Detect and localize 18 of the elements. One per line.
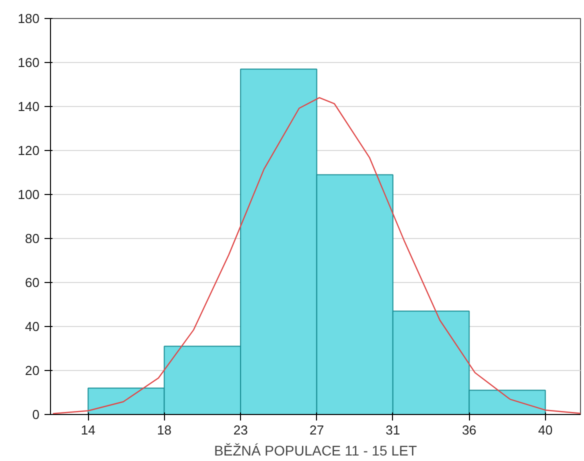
y-tick-label: 60	[25, 275, 40, 290]
x-tick-label: 27	[310, 422, 324, 438]
x-tick-label: 36	[462, 422, 476, 438]
y-tick-label: 140	[18, 99, 40, 114]
x-tick-label: 40	[538, 422, 553, 438]
y-tick-label: 80	[25, 231, 40, 246]
y-tick-label: 40	[25, 319, 40, 334]
y-tick-label: 100	[18, 187, 40, 202]
y-tick-label: 0	[32, 407, 40, 422]
y-tick-label: 160	[18, 55, 40, 70]
x-tick-label: 23	[233, 422, 248, 438]
x-tick-label: 18	[157, 422, 172, 438]
x-tick-label: 14	[80, 422, 96, 438]
y-tick-label: 180	[18, 11, 40, 26]
y-tick-label: 20	[25, 363, 40, 378]
x-tick-label: 31	[386, 422, 400, 438]
x-axis-title: BĚŽNÁ POPULACE 11 - 15 LET	[214, 442, 418, 458]
y-tick-label: 120	[18, 143, 40, 158]
